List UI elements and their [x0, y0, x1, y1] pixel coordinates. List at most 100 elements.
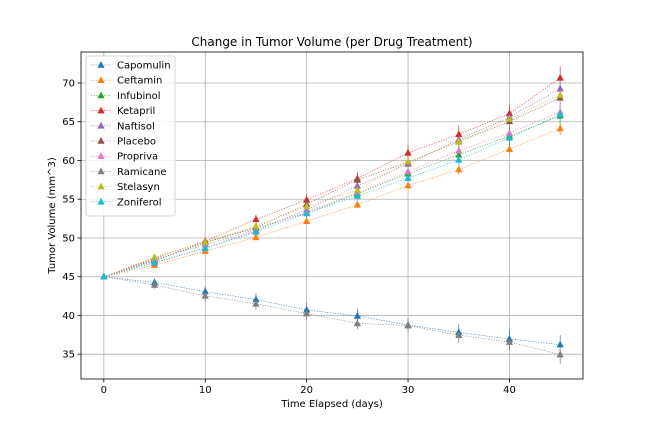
- x-axis-ticks: 0 10 20 30 40: [101, 379, 516, 396]
- data-point-ramicane: [252, 299, 260, 307]
- legend-label-capomulin: Capomulin: [117, 61, 171, 72]
- data-markers: [100, 73, 564, 358]
- legend-label-infubinol: Infubinol: [117, 91, 161, 102]
- legend-marker-ceftamin: [97, 76, 105, 83]
- x-tick-label: 20: [300, 385, 313, 396]
- data-point-zoniferol: [252, 227, 260, 235]
- data-point-ramicane: [556, 350, 564, 358]
- data-point-ceftamin: [505, 145, 514, 152]
- series-line-infubinol: [103, 115, 561, 277]
- data-point-placebo: [353, 176, 361, 183]
- data-point-ramicane: [455, 331, 463, 339]
- series-line-stelasyn: [103, 94, 561, 277]
- data-point-stelasyn: [303, 202, 311, 210]
- legend-marker-naftisol: [97, 121, 105, 129]
- legend-marker-propriva: [97, 152, 105, 159]
- data-point-infubinol: [455, 150, 463, 158]
- data-point-ketapril: [404, 148, 412, 156]
- data-point-ketapril: [252, 215, 260, 223]
- data-point-zoniferol: [353, 191, 361, 199]
- legend-marker-infubinol: [97, 91, 105, 99]
- legend-label-ramicane: Ramicane: [117, 167, 167, 178]
- data-point-ramicane: [201, 291, 209, 299]
- x-tick-label: 30: [402, 385, 415, 396]
- data-point-capomulin: [556, 340, 564, 348]
- data-point-ramicane: [353, 319, 361, 327]
- series-line-ramicane: [103, 276, 561, 355]
- data-point-propriva: [404, 167, 412, 175]
- data-point-capomulin: [303, 305, 311, 313]
- legend-marker-capomulin: [97, 61, 105, 68]
- data-point-stelasyn: [150, 253, 159, 260]
- legend-box: [85, 55, 176, 217]
- y-axis-label: Tumor Volume (mm^3): [47, 157, 58, 275]
- data-point-stelasyn: [404, 157, 412, 165]
- y-tick-label: 50: [62, 233, 75, 244]
- data-point-zoniferol: [201, 244, 209, 251]
- y-axis-ticks: 35 40 45 50 55 60 65 70: [62, 78, 81, 361]
- y-tick-label: 55: [62, 195, 75, 206]
- legend-label-placebo: Placebo: [117, 137, 156, 148]
- legend-marker-placebo: [97, 137, 105, 144]
- data-point-stelasyn: [505, 114, 514, 122]
- data-point-zoniferol: [556, 110, 564, 118]
- series-lines: [103, 77, 561, 355]
- data-point-ceftamin: [303, 217, 311, 225]
- data-point-zoniferol: [303, 209, 311, 217]
- data-point-zoniferol: [505, 133, 514, 141]
- data-point-stelasyn: [556, 91, 564, 98]
- data-point-naftisol: [556, 84, 564, 92]
- data-point-propriva: [455, 146, 463, 154]
- data-point-ketapril: [303, 195, 311, 203]
- data-point-ceftamin: [353, 200, 361, 208]
- data-point-naftisol: [353, 181, 361, 189]
- data-point-ketapril: [455, 130, 463, 138]
- chart-title: Change in Tumor Volume (per Drug Treatme…: [191, 35, 472, 49]
- x-tick-label: 10: [199, 385, 212, 396]
- series-line-zoniferol: [103, 114, 561, 277]
- legend-marker-ramicane: [97, 167, 105, 175]
- y-tick-label: 40: [62, 311, 75, 322]
- data-point-capomulin: [201, 287, 209, 295]
- data-point-ramicane: [404, 321, 412, 329]
- plot-frame: [80, 51, 584, 380]
- data-point-capomulin: [353, 311, 361, 319]
- data-point-zoniferol: [100, 272, 108, 280]
- y-tick-label: 65: [62, 117, 75, 128]
- data-point-stelasyn: [252, 222, 260, 229]
- legend-marker-ketapril: [97, 106, 105, 114]
- legend-label-propriva: Propriva: [117, 152, 158, 163]
- data-point-ceftamin: [455, 165, 463, 173]
- data-point-stelasyn: [455, 137, 463, 145]
- data-point-stelasyn: [201, 238, 209, 245]
- y-tick-label: 45: [62, 272, 75, 283]
- data-point-propriva: [505, 129, 514, 136]
- data-point-zoniferol: [455, 155, 463, 163]
- data-point-ketapril: [556, 73, 564, 81]
- data-point-stelasyn: [353, 186, 361, 193]
- legend-marker-zoniferol: [97, 197, 105, 205]
- x-axis-label: Time Elapsed (days): [280, 399, 383, 410]
- data-point-ramicane: [150, 280, 159, 288]
- legend-label-stelasyn: Stelasyn: [117, 182, 160, 193]
- data-point-ramicane: [303, 309, 311, 317]
- data-point-zoniferol: [150, 258, 159, 266]
- data-point-ramicane: [505, 338, 514, 345]
- data-point-zoniferol: [404, 174, 412, 182]
- series-line-ceftamin: [103, 128, 561, 277]
- y-tick-label: 60: [62, 156, 75, 167]
- data-point-ketapril: [505, 109, 514, 117]
- legend-label-zoniferol: Zoniferol: [117, 197, 162, 208]
- y-tick-label: 70: [62, 78, 75, 89]
- data-point-ceftamin: [252, 233, 260, 241]
- data-point-ceftamin: [404, 181, 412, 189]
- data-point-ceftamin: [556, 124, 564, 132]
- y-tick-label: 35: [62, 350, 75, 361]
- x-tick-label: 0: [101, 385, 107, 396]
- series-line-capomulin: [103, 276, 561, 345]
- legend-marker-stelasyn: [97, 182, 105, 190]
- x-tick-label: 40: [503, 385, 516, 396]
- legend: Capomulin Ceftamin Infubinol Ketapril Naftis…: [85, 55, 176, 217]
- legend-label-ceftamin: Ceftamin: [117, 76, 162, 87]
